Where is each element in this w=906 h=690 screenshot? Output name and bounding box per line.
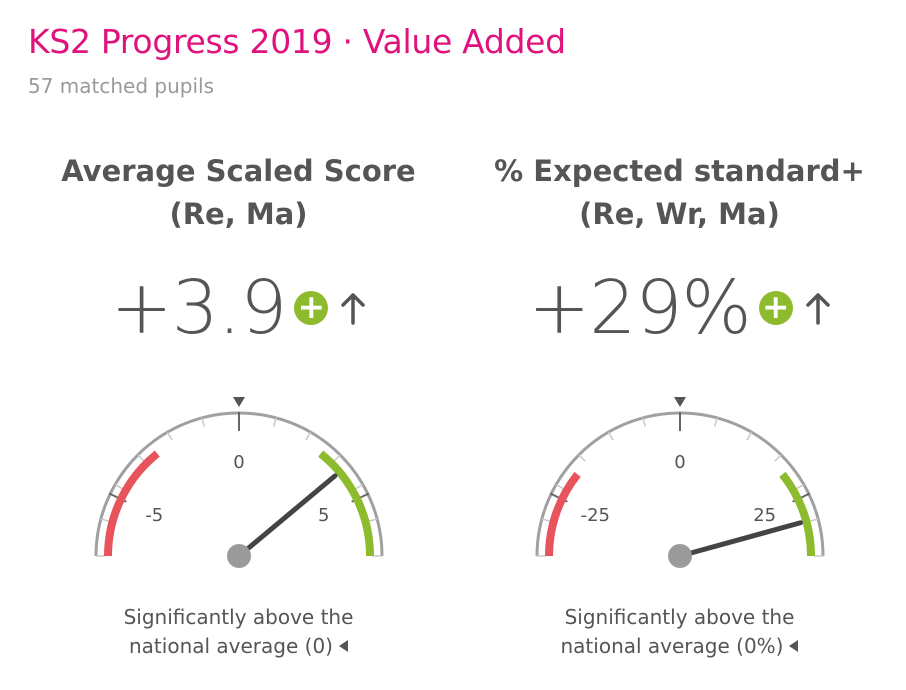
gauge-tick-label: 25 <box>753 505 776 526</box>
gauge-minor-tick <box>713 417 718 427</box>
gauge-minor-tick <box>795 483 805 490</box>
gauge-expected-standard: -25 0 25 <box>535 397 825 568</box>
metric-title-line2: (Re, Ma) <box>169 197 308 231</box>
gauge-marker-icon <box>674 397 686 407</box>
gauge-track <box>94 411 384 557</box>
gauge-track <box>535 411 825 557</box>
gauge-marker-icon <box>233 397 245 407</box>
gauge-minor-tick <box>607 431 614 441</box>
gauge-needle-hub <box>668 544 692 568</box>
metric-value: +3.9 <box>110 265 288 351</box>
caption-line2: national average (0) <box>129 634 333 658</box>
gauge-minor-tick <box>578 454 586 462</box>
metric-title: % Expected standard+ (Re, Wr, Ma) <box>453 150 906 236</box>
gauge-needle <box>677 520 803 559</box>
gauge-minor-tick <box>166 431 173 441</box>
gauge-minor-tick <box>333 454 341 462</box>
gauge-tick-label: 0 <box>674 452 685 473</box>
gauge-needle-hub <box>227 544 251 568</box>
metric-value: +29% <box>528 265 751 351</box>
gauge-avg-scaled-score: -5 0 5 <box>94 397 384 568</box>
metric-title: Average Scaled Score (Re, Ma) <box>12 150 465 236</box>
metric-panel-expected-standard: % Expected standard+ (Re, Wr, Ma) +29% +… <box>453 145 906 690</box>
caption-line1: Significantly above the <box>123 605 354 629</box>
gauge-minor-tick <box>541 518 551 523</box>
gauge-minor-tick <box>114 483 124 490</box>
gauge-red-band <box>545 471 581 557</box>
gauge-green-band <box>779 471 815 557</box>
caption-line2: national average (0%) <box>560 634 784 658</box>
gauge-tick-label: -5 <box>145 505 163 526</box>
caption-line1: Significantly above the <box>564 605 795 629</box>
page-title: KS2 Progress 2019 · Value Added <box>28 22 566 61</box>
gauge-needle <box>236 473 338 559</box>
gauge-red-band <box>104 450 160 557</box>
arrow-up-icon <box>340 291 366 325</box>
gauge-minor-tick <box>774 454 782 462</box>
gauge-tick-label: 5 <box>318 505 329 526</box>
gauge-minor-tick <box>100 518 110 523</box>
gauge-minor-tick <box>642 417 647 427</box>
triangle-left-icon <box>338 639 348 652</box>
metric-panel-avg-scaled-score: Average Scaled Score (Re, Ma) +3.9 + -5 0… <box>12 145 465 690</box>
gauge-green-band <box>318 450 374 557</box>
page-subtitle: 57 matched pupils <box>28 74 215 98</box>
significance-caption: Significantly above the national average… <box>12 603 465 661</box>
metric-title-line2: (Re, Wr, Ma) <box>579 197 780 231</box>
metric-title-line1: Average Scaled Score <box>61 154 416 188</box>
gauge-minor-tick <box>368 518 378 523</box>
gauge-minor-tick <box>746 431 753 441</box>
gauge-tick-label: -25 <box>581 505 610 526</box>
plus-circle-icon: + <box>294 290 329 325</box>
gauge-minor-tick <box>354 483 364 490</box>
arrow-up-icon <box>805 291 831 325</box>
gauge-tick-label: 0 <box>233 452 244 473</box>
gauge-minor-tick <box>272 417 277 427</box>
plus-circle-icon: + <box>758 290 793 325</box>
significance-caption: Significantly above the national average… <box>453 603 906 661</box>
gauge-minor-tick <box>305 431 312 441</box>
gauge-minor-tick <box>555 483 565 490</box>
metric-value-row: +29% + <box>453 263 906 353</box>
metric-value-row: +3.9 + <box>12 263 465 353</box>
gauge-minor-tick <box>201 417 206 427</box>
metric-title-line1: % Expected standard+ <box>494 154 865 188</box>
gauge-minor-tick <box>809 518 819 523</box>
gauge-minor-tick <box>137 454 145 462</box>
triangle-left-icon <box>789 639 799 652</box>
